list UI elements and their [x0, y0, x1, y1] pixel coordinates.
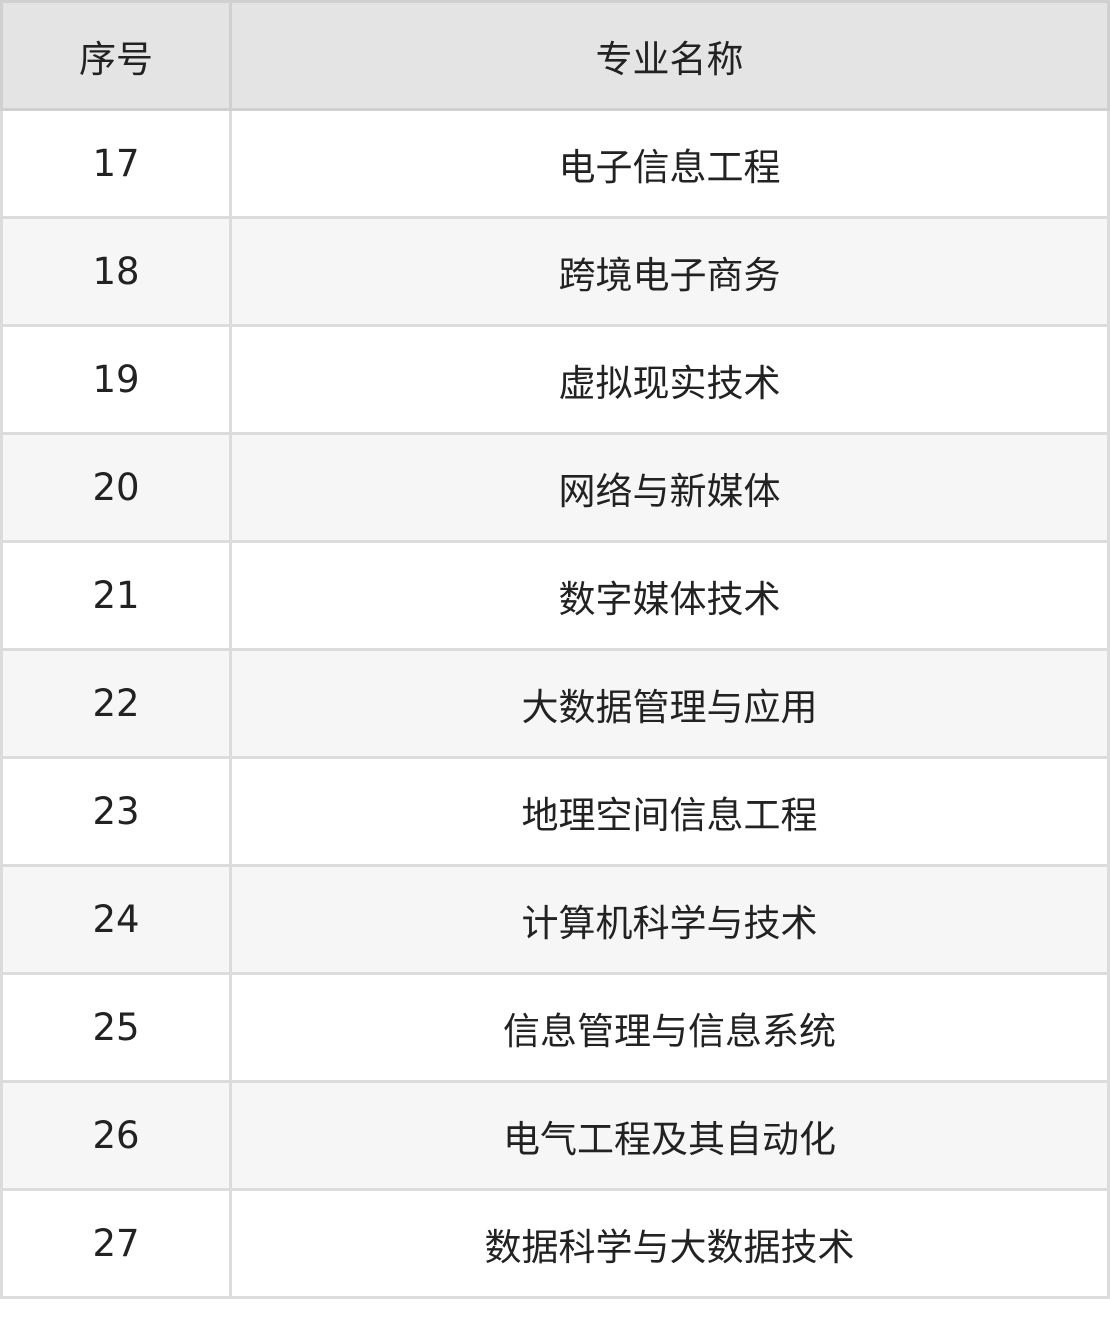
cell-major-name: 电子信息工程	[229, 108, 1110, 219]
majors-table: 序号 专业名称 17 电子信息工程 18 跨境电子商务 19 虚拟现实技术 20 网络与新媒体…	[0, 0, 1110, 1299]
cell-major-name: 大数据管理与应用	[229, 648, 1110, 759]
table-row: 21 数字媒体技术	[0, 540, 1110, 651]
cell-major-name: 数字媒体技术	[229, 540, 1110, 651]
cell-major-name: 跨境电子商务	[229, 216, 1110, 327]
header-row: 序号 专业名称	[0, 0, 1110, 111]
cell-index: 27	[0, 1188, 232, 1299]
table-row: 17 电子信息工程	[0, 108, 1110, 219]
header-index: 序号	[0, 0, 232, 111]
table-row: 26 电气工程及其自动化	[0, 1080, 1110, 1191]
cell-index: 19	[0, 324, 232, 435]
table-row: 20 网络与新媒体	[0, 432, 1110, 543]
cell-major-name: 网络与新媒体	[229, 432, 1110, 543]
cell-major-name: 计算机科学与技术	[229, 864, 1110, 975]
table-row: 27 数据科学与大数据技术	[0, 1188, 1110, 1299]
cell-index: 25	[0, 972, 232, 1083]
cell-index: 24	[0, 864, 232, 975]
cell-major-name: 电气工程及其自动化	[229, 1080, 1110, 1191]
cell-major-name: 虚拟现实技术	[229, 324, 1110, 435]
cell-index: 17	[0, 108, 232, 219]
table-row: 24 计算机科学与技术	[0, 864, 1110, 975]
table-row: 23 地理空间信息工程	[0, 756, 1110, 867]
cell-index: 22	[0, 648, 232, 759]
header-major-name: 专业名称	[229, 0, 1110, 111]
cell-index: 26	[0, 1080, 232, 1191]
cell-index: 20	[0, 432, 232, 543]
cell-major-name: 数据科学与大数据技术	[229, 1188, 1110, 1299]
table-row: 25 信息管理与信息系统	[0, 972, 1110, 1083]
cell-index: 18	[0, 216, 232, 327]
cell-index: 23	[0, 756, 232, 867]
cell-major-name: 地理空间信息工程	[229, 756, 1110, 867]
cell-index: 21	[0, 540, 232, 651]
table-row: 22 大数据管理与应用	[0, 648, 1110, 759]
cell-major-name: 信息管理与信息系统	[229, 972, 1110, 1083]
table-row: 18 跨境电子商务	[0, 216, 1110, 327]
table-row: 19 虚拟现实技术	[0, 324, 1110, 435]
